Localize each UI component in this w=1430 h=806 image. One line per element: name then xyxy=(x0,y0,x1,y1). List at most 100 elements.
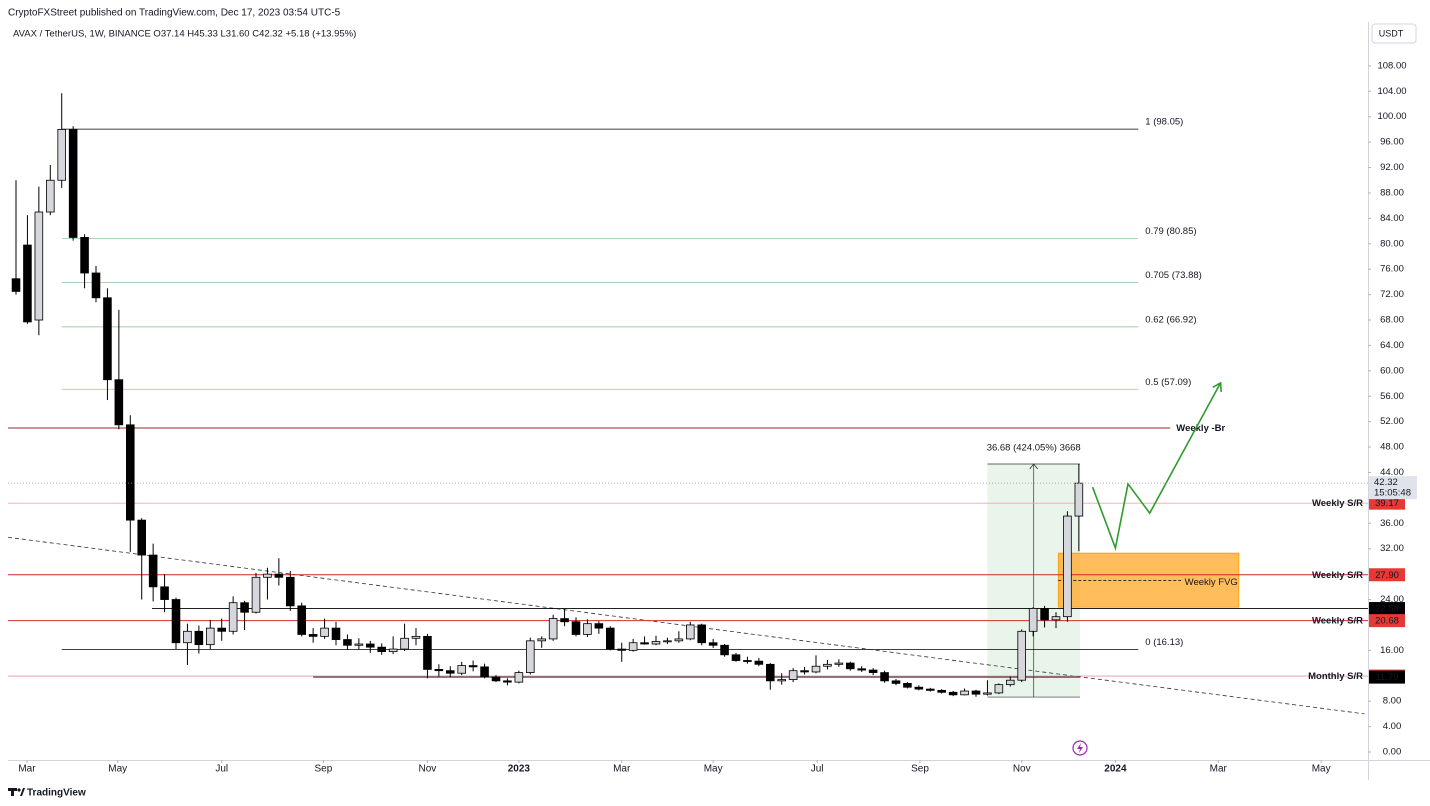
y-tick-label: 84.00 xyxy=(1380,213,1404,224)
candle-body xyxy=(788,670,798,680)
y-tick-label: 72.00 xyxy=(1380,289,1404,300)
candle xyxy=(217,618,226,641)
candle xyxy=(297,602,307,637)
x-tick-label: May xyxy=(704,764,723,775)
candle xyxy=(1017,629,1026,683)
price-box-label: 11.79 xyxy=(1375,672,1398,683)
candle xyxy=(480,663,489,679)
y-tick-label: 104.00 xyxy=(1377,86,1406,97)
candle-body xyxy=(891,680,901,684)
candle xyxy=(137,518,146,600)
candle-body xyxy=(354,643,364,646)
candle-body xyxy=(480,666,489,678)
candle-body xyxy=(697,624,706,644)
x-tick-label: May xyxy=(108,764,127,775)
candle-body xyxy=(285,576,295,607)
candle xyxy=(91,266,101,303)
candle-body xyxy=(171,599,181,644)
last-price-box xyxy=(1369,476,1417,500)
candle xyxy=(788,668,798,683)
y-tick-label: 44.00 xyxy=(1380,467,1404,478)
candle xyxy=(914,685,924,691)
price-box-label: 39.17 xyxy=(1375,498,1399,509)
candle xyxy=(126,415,135,552)
price-box-label: 20.68 xyxy=(1375,616,1399,627)
candle xyxy=(251,572,261,614)
candle xyxy=(354,638,364,650)
candle xyxy=(228,596,238,635)
y-tick-label: 48.00 xyxy=(1380,442,1404,453)
y-tick-label: 4.00 xyxy=(1383,721,1402,732)
candle-body xyxy=(23,244,32,323)
lightning-bolt[interactable] xyxy=(1077,743,1083,753)
candle-body xyxy=(46,179,55,213)
lightning-icon[interactable] xyxy=(1072,740,1088,756)
x-tick-label: May xyxy=(1312,764,1331,775)
candle xyxy=(423,633,432,679)
candle xyxy=(583,619,592,638)
candle xyxy=(743,656,752,664)
candle xyxy=(926,687,935,692)
lightning-circle[interactable] xyxy=(1072,740,1088,756)
currency-label: USDT xyxy=(1379,28,1404,38)
candle-body xyxy=(560,618,569,623)
candle xyxy=(731,652,741,662)
candle-body xyxy=(1074,482,1084,517)
candle xyxy=(754,657,764,667)
candle xyxy=(434,664,444,677)
candle xyxy=(34,186,44,336)
candle-body xyxy=(994,684,1004,694)
candle-body xyxy=(11,278,21,292)
sr-label: Weekly S/R xyxy=(1312,570,1363,581)
y-tick-label: 68.00 xyxy=(1380,315,1404,326)
brand-name: TradingView xyxy=(27,788,86,799)
y-tick-label: 96.00 xyxy=(1380,137,1404,148)
candle xyxy=(937,689,946,694)
candle xyxy=(708,638,718,648)
candle xyxy=(994,683,1004,695)
y-tick-label: 92.00 xyxy=(1380,162,1404,173)
candle-body xyxy=(434,669,444,672)
candle-body xyxy=(331,627,341,640)
sr-label: Weekly S/R xyxy=(1312,498,1363,509)
candle-body xyxy=(800,670,809,673)
candle-body xyxy=(57,129,66,181)
candle xyxy=(766,663,775,690)
y-tick-label: 36.00 xyxy=(1380,518,1404,529)
measure-arrowhead xyxy=(1029,463,1039,470)
candle-body xyxy=(137,519,146,556)
candle xyxy=(834,659,844,667)
candle xyxy=(503,678,512,686)
candle xyxy=(880,670,889,683)
candle xyxy=(308,628,318,643)
candle-body xyxy=(205,627,215,646)
candle xyxy=(811,655,821,674)
candle xyxy=(46,165,55,216)
candle xyxy=(891,678,901,686)
candle-body xyxy=(526,640,535,673)
candle xyxy=(263,567,272,600)
candle-body xyxy=(754,660,764,665)
sr-label: Weekly S/R xyxy=(1312,616,1363,627)
candle xyxy=(400,623,409,651)
candle xyxy=(777,673,786,685)
candle-body xyxy=(766,663,775,682)
candle-body xyxy=(468,665,478,668)
y-tick-label: 64.00 xyxy=(1380,340,1404,351)
candle-body xyxy=(148,554,158,588)
candle-body xyxy=(594,623,604,629)
candle xyxy=(857,666,866,672)
candle xyxy=(343,634,352,650)
candle-body xyxy=(457,665,467,674)
candle-body xyxy=(114,379,124,426)
sr-label: Weekly -Br xyxy=(1176,423,1225,434)
brand-logo xyxy=(8,788,25,796)
candle xyxy=(468,660,478,672)
y-tick-label: 80.00 xyxy=(1380,238,1404,249)
x-tick-label: Mar xyxy=(613,764,631,775)
countdown-label: 15:05:48 xyxy=(1374,488,1411,499)
candle-body xyxy=(217,627,226,632)
candle-body xyxy=(365,643,375,648)
candle-body xyxy=(80,237,89,274)
candle xyxy=(331,621,341,646)
